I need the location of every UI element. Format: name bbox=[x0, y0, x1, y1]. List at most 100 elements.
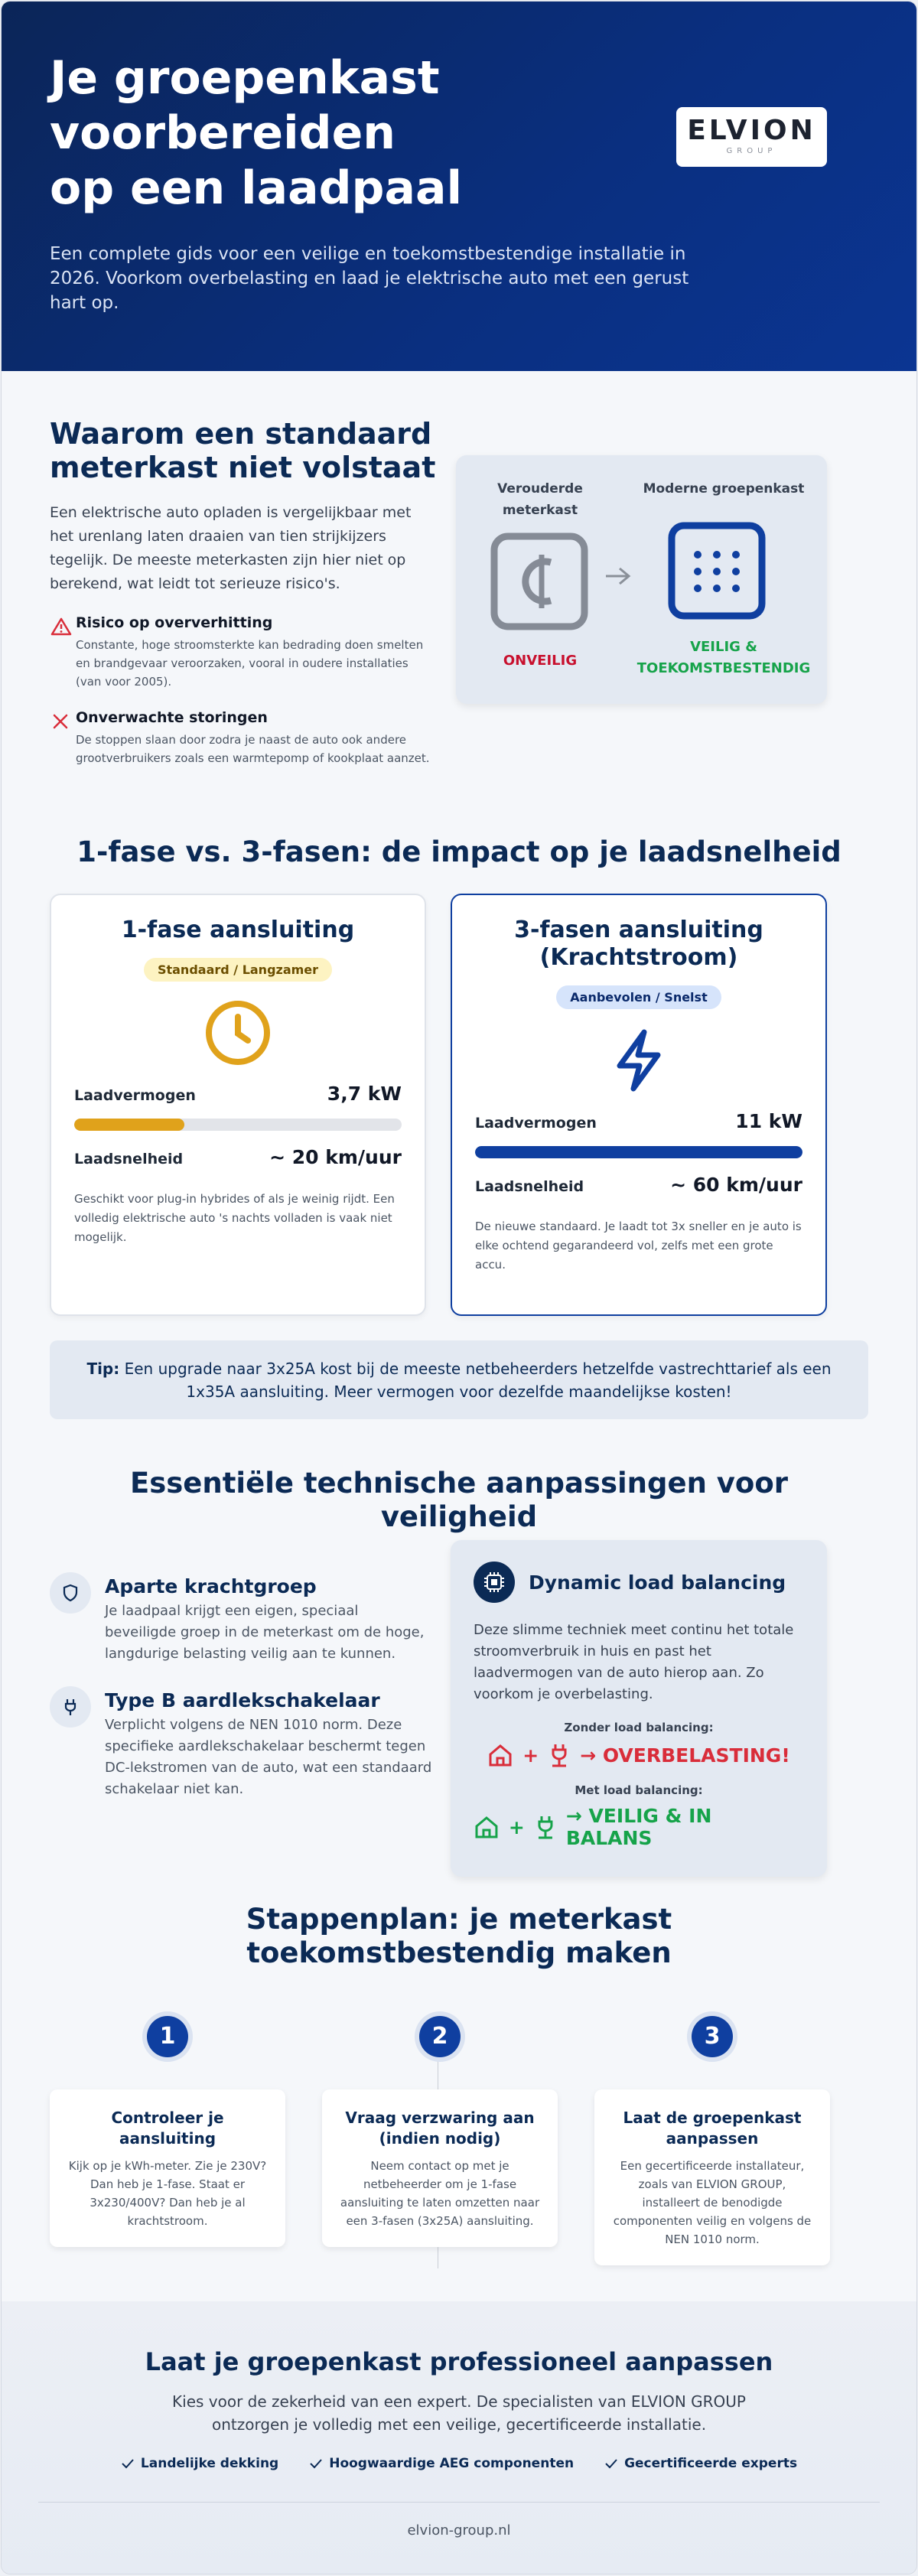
plug-icon bbox=[552, 1744, 567, 1767]
footer: Laat je groepenkast professioneel aanpas… bbox=[2, 2301, 916, 2574]
feature: Landelijke dekking bbox=[121, 2456, 278, 2471]
value: 3,7 kW bbox=[327, 1083, 402, 1105]
feature-text: Hoogwaardige AEG componenten bbox=[329, 2456, 575, 2471]
warning-icon bbox=[50, 617, 72, 636]
intro: Een elektrische auto opladen is vergelij… bbox=[50, 504, 412, 592]
power-bar bbox=[475, 1146, 802, 1158]
new-label: Moderne groepenkast bbox=[643, 481, 805, 497]
step-number: 2 bbox=[419, 2016, 461, 2057]
feature-text: Gecertificeerde experts bbox=[624, 2456, 798, 2471]
step-text: Een gecertificeerde installateur, zoals … bbox=[613, 2159, 812, 2246]
risk-text: Constante, hoge stroomsterkte kan bedrad… bbox=[76, 638, 424, 689]
tip-text: Een upgrade naar 3x25A kost bij de meest… bbox=[124, 1360, 832, 1401]
item-text: Je laadpaal krijgt een eigen, speciaal b… bbox=[105, 1603, 425, 1662]
tech-item: Type B aardlekschakelaar Verplicht volgen… bbox=[50, 1686, 432, 1800]
url[interactable]: elvion-group.nl bbox=[407, 2522, 511, 2539]
value: 11 kW bbox=[735, 1110, 802, 1132]
risk-title: Risico op oververhitting bbox=[76, 614, 273, 631]
with-label: Met load balancing: bbox=[575, 1783, 703, 1797]
step-title: Controleer je aansluiting bbox=[111, 2109, 224, 2148]
step-text: Kijk op je kWh-meter. Zie je 230V? Dan h… bbox=[68, 2159, 267, 2228]
clock-icon bbox=[206, 1001, 270, 1065]
heading: Stappenplan: je meterkast toekomstbesten… bbox=[246, 1903, 672, 1969]
with-result: → VEILIG & IN BALANS bbox=[565, 1805, 712, 1849]
title-line: op een laadpaal bbox=[50, 161, 463, 215]
risk: Onverwachte storingen De stoppen slaan do… bbox=[50, 709, 432, 767]
new-status: VEILIG & TOEKOMSTBESTENDIG bbox=[636, 639, 811, 676]
title-line: Je groepenkast bbox=[50, 51, 440, 105]
subtitle: Een complete gids voor een veilige en to… bbox=[50, 244, 689, 313]
steps-section: Stappenplan: je meterkast toekomstbesten… bbox=[2, 1903, 916, 1970]
title: Je groepenkast voorbereiden op een laadpaa… bbox=[50, 50, 585, 216]
without-result: → OVERBELASTING! bbox=[580, 1744, 790, 1767]
header: Je groepenkast voorbereiden op een laadpaa… bbox=[2, 2, 916, 371]
comparison-icons bbox=[490, 522, 766, 630]
feature: Hoogwaardige AEG componenten bbox=[309, 2456, 574, 2471]
feature-text: Landelijke dekking bbox=[140, 2456, 279, 2471]
logo-sub: GROUP bbox=[726, 147, 777, 155]
step: 3 Laat de groepenkast aanpassen Een gecert… bbox=[594, 2016, 830, 2265]
house-icon bbox=[489, 1744, 512, 1767]
risk-title: Onverwachte storingen bbox=[76, 709, 268, 726]
label: Laadsnelheid bbox=[475, 1178, 584, 1195]
card-title: 1-fase aansluiting bbox=[121, 917, 355, 943]
tech-item: Aparte krachtgroep Je laadpaal krijgt een… bbox=[50, 1572, 432, 1665]
card-title: 3-fasen aansluiting (Krachtstroom) bbox=[514, 917, 763, 971]
step: 2 Vraag verzwaring aan (indien nodig) Neem… bbox=[322, 2016, 558, 2265]
value: ~ 20 km/uur bbox=[269, 1146, 402, 1168]
house-icon bbox=[475, 1816, 498, 1838]
phase-card: 1-fase aansluiting Standaard / Langzamer… bbox=[50, 894, 426, 1316]
badge: Aanbevolen / Snelst bbox=[556, 985, 721, 1009]
plug-icon bbox=[64, 1699, 76, 1715]
badge: Standaard / Langzamer bbox=[143, 958, 333, 982]
without-row: + → OVERBELASTING! bbox=[474, 1742, 804, 1768]
step-text: Neem contact op met je netbeheerder om j… bbox=[340, 2159, 540, 2228]
value: ~ 60 km/uur bbox=[670, 1174, 802, 1196]
comparison-panel: Verouderde meterkast Moderne groepenkast… bbox=[456, 455, 827, 704]
logo[interactable]: ELVION GROUP bbox=[676, 107, 827, 167]
card-text: Geschikt voor plug-in hybrides of als je… bbox=[74, 1192, 395, 1244]
item-title: Type B aardlekschakelaar bbox=[105, 1689, 380, 1711]
step-title: Vraag verzwaring aan (indien nodig) bbox=[345, 2109, 535, 2148]
with-row: + → VEILIG & IN BALANS bbox=[474, 1805, 804, 1849]
dlb-text: Deze slimme techniek meet continu het to… bbox=[474, 1622, 794, 1702]
footer-text: Kies voor de zekerheid van een expert. D… bbox=[172, 2392, 746, 2434]
label: Laadsnelheid bbox=[74, 1151, 184, 1168]
step: 1 Controleer je aansluiting Kijk op je kWh… bbox=[50, 2016, 285, 2265]
why-section: Waarom een standaard meterkast niet volst… bbox=[2, 371, 916, 828]
risk-text: De stoppen slaan door zodra je naast de … bbox=[76, 733, 430, 765]
x-icon bbox=[53, 714, 68, 729]
shield-icon bbox=[63, 1584, 78, 1602]
steps: 1 Controleer je aansluiting Kijk op je kWh… bbox=[2, 2016, 916, 2268]
label: Laadvermogen bbox=[475, 1115, 597, 1132]
step-number: 1 bbox=[147, 2016, 188, 2057]
without-label: Zonder load balancing: bbox=[564, 1721, 714, 1734]
bolt-icon bbox=[617, 1029, 661, 1092]
old-status: ONVEILIG bbox=[503, 653, 578, 669]
heading: Essentiële technische aanpassingen voor … bbox=[129, 1467, 789, 1533]
dlb-panel: Dynamic load balancing Deze slimme techn… bbox=[451, 1540, 827, 1877]
title-line: voorbereiden bbox=[50, 106, 396, 160]
phase-card: 3-fasen aansluiting (Krachtstroom) Aanbe… bbox=[451, 894, 827, 1316]
tip-label: Tip: bbox=[86, 1360, 120, 1378]
heading: Waarom een standaard meterkast niet volst… bbox=[50, 417, 478, 484]
footer-title: Laat je groepenkast professioneel aanpas… bbox=[145, 2347, 773, 2376]
step-number: 3 bbox=[692, 2016, 733, 2057]
dlb-title: Dynamic load balancing bbox=[529, 1571, 786, 1594]
item-title: Aparte krachtgroep bbox=[105, 1575, 317, 1597]
item-text: Verplicht volgens de NEN 1010 norm. Deze… bbox=[105, 1717, 432, 1797]
logo-name: ELVION bbox=[687, 115, 816, 146]
power-bar bbox=[74, 1119, 402, 1131]
risk: Risico op oververhitting Constante, hoge … bbox=[50, 614, 432, 691]
tip: Tip: Een upgrade naar 3x25A kost bij de … bbox=[50, 1340, 868, 1419]
old-label: Verouderde meterkast bbox=[497, 481, 583, 518]
label: Laadvermogen bbox=[74, 1087, 196, 1104]
chip-icon bbox=[474, 1562, 515, 1603]
step-title: Laat de groepenkast aanpassen bbox=[623, 2109, 802, 2148]
phase-section: 1-fase vs. 3-fasen: de impact op je laad… bbox=[2, 828, 916, 1419]
heading-line: Waarom een standaard bbox=[50, 417, 432, 451]
heading: 1-fase vs. 3-fasen: de impact op je laad… bbox=[76, 835, 842, 868]
tech-section: Essentiële technische aanpassingen voor … bbox=[2, 1467, 916, 1877]
heading-line: meterkast niet volstaat bbox=[50, 451, 436, 484]
